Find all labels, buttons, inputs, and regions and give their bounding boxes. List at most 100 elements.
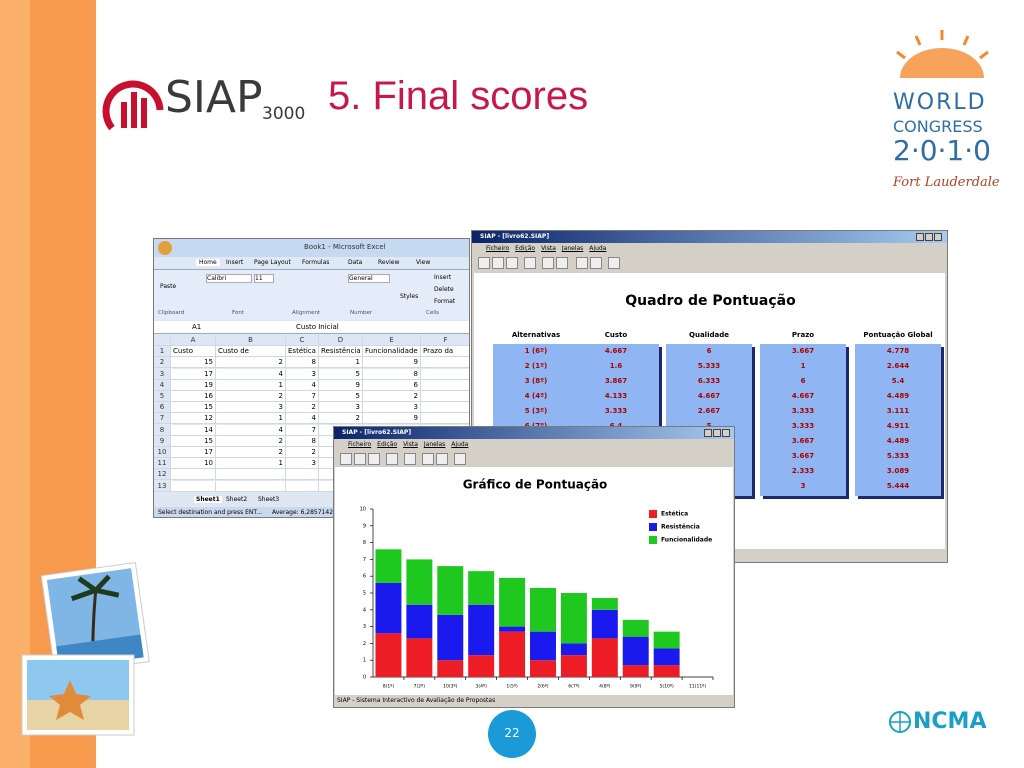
menu-item[interactable]: Ajuda [589,245,607,252]
menu-item[interactable]: Janelas [423,441,446,448]
toolbar-button[interactable] [576,257,588,269]
menu-item[interactable]: Ficheiro [348,441,372,448]
toolbar-button[interactable] [340,453,352,465]
x-tick-label: 9(9º) [630,684,642,690]
bar-segment [499,577,526,627]
data-cell: 4 [216,368,286,380]
sheet-tab[interactable]: Sheet3 [258,496,280,503]
toolbar-button[interactable] [436,453,448,465]
toolbar-button[interactable] [368,453,380,465]
ribbon-control[interactable]: Calibri [206,274,252,283]
toolbar-button[interactable] [524,257,536,269]
menu-item[interactable]: Vista [403,441,418,448]
sheet-tab[interactable]: Sheet1 [194,496,222,503]
row-header: 4 [154,379,171,391]
close-button[interactable] [934,233,942,241]
toolbar-button[interactable] [556,257,568,269]
ribbon-control[interactable]: Insert [434,274,452,281]
header-cell: Resistência [319,346,363,358]
toolbar-button[interactable] [422,453,434,465]
maximize-button[interactable] [925,233,933,241]
table-cell: 3.089 [886,467,910,475]
ribbon-tab[interactable]: Insert [226,259,244,266]
toolbar-button[interactable] [608,257,620,269]
cell-bg [216,469,286,481]
row-header: 11 [154,458,171,470]
ribbon-control[interactable]: Delete [434,286,454,293]
column-header: C [286,335,319,346]
office-button[interactable] [158,241,172,255]
legend-label: Resistência [661,524,700,531]
y-tick-label: 6 [363,574,366,580]
toolbar-button[interactable] [542,257,554,269]
table-cell: 6 [800,377,806,385]
menu-item[interactable]: Ajuda [451,441,469,448]
x-tick-label: 4(8º) [599,684,611,690]
y-tick-label: 10 [360,507,366,513]
bar-segment [530,660,556,677]
toolbar-button[interactable] [454,453,466,465]
data-cell: 8 [286,435,319,447]
table-heading: Quadro de Pontuação [625,293,796,309]
data-cell: 15 [171,357,216,369]
data-cell: 17 [171,368,216,380]
ribbon-tab[interactable]: Data [348,259,363,266]
table-cell: 6.333 [697,377,721,385]
toolbar-button[interactable] [404,453,416,465]
ribbon-tab[interactable]: Review [378,259,400,266]
formula-bar [154,321,469,334]
ribbon-control[interactable]: Paste [160,283,177,290]
toolbar-button[interactable] [478,257,490,269]
x-tick-label: 2(6º) [537,684,549,690]
ribbon-control[interactable]: Format [434,298,456,305]
data-cell: 2 [216,447,286,458]
cell-bg [286,469,319,481]
menu-item[interactable]: Vista [541,245,556,252]
name-box[interactable]: A1 [192,323,202,331]
ribbon-control[interactable]: Styles [400,293,419,300]
menu-item[interactable]: Ficheiro [486,245,510,252]
ribbon-tab[interactable]: View [416,259,431,266]
data-cell: 4 [286,413,319,425]
table-cell: 5 (3º) [524,407,548,415]
column-box [760,344,846,496]
congress-sun [896,30,989,78]
toolbar-button[interactable] [590,257,602,269]
row-header: 2 [154,357,171,369]
header-cell: Estética [286,346,319,358]
formula-text[interactable]: Custo Inicial [296,323,339,331]
ribbon-tab[interactable]: Home [196,259,220,266]
menu-item[interactable]: Edição [377,441,398,448]
data-cell: 10 [171,458,216,470]
toolbar-button[interactable] [354,453,366,465]
bar-segment [375,582,402,634]
logo-text: SIAP [165,72,263,123]
bar-segment [622,619,649,637]
ribbon-control[interactable]: 11 [254,274,274,283]
page-number-badge [488,710,536,758]
cell-bg [171,480,216,492]
data-cell: 15 [171,402,216,414]
minimize-button[interactable] [916,233,924,241]
menu-item[interactable]: Janelas [561,245,584,252]
table-cell: 4.667 [697,392,721,400]
ribbon-tab[interactable]: Page Layout [254,259,291,266]
excel-title: Book1 - Microsoft Excel [304,243,386,251]
toolbar-button[interactable] [386,453,398,465]
ribbon-tab[interactable]: Formulas [302,259,330,266]
maximize-button[interactable] [713,429,721,437]
legend-label: Estética [661,511,688,518]
ribbon-control[interactable]: General [348,274,390,283]
close-button[interactable] [722,429,730,437]
toolbar-button[interactable] [506,257,518,269]
sheet-tab[interactable]: Sheet2 [226,496,248,503]
bar-segment [406,559,433,605]
toolbar-button[interactable] [492,257,504,269]
column-header: Custo [604,331,628,339]
data-cell: 4 [286,379,319,391]
x-tick-label: 7(2º) [414,684,426,690]
menu-item[interactable]: Edição [515,245,536,252]
bar-segment [530,631,556,661]
minimize-button[interactable] [704,429,712,437]
